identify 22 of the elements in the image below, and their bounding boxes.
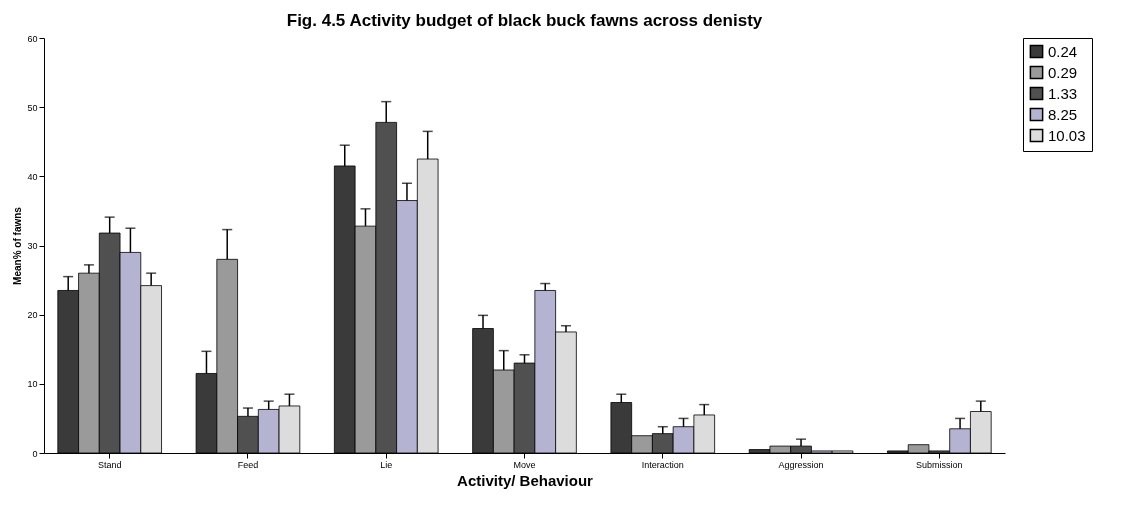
x-tick-label: Feed bbox=[237, 459, 259, 470]
x-tick-label: Submission bbox=[916, 459, 963, 470]
x-tick-label: Move bbox=[513, 459, 536, 470]
y-axis-title: Mean% of fawns bbox=[12, 206, 24, 285]
y-tick-label: 20 bbox=[27, 310, 38, 321]
x-tick-label: Stand bbox=[97, 459, 122, 470]
x-axis-title: Activity/ Behaviour bbox=[457, 471, 594, 489]
y-tick-label: 40 bbox=[27, 171, 38, 182]
chart-title: Fig. 4.5 Activity budget of black buck fawns across denisty bbox=[286, 11, 763, 30]
x-tick-label: Lie bbox=[380, 459, 393, 470]
y-tick-label: 50 bbox=[27, 102, 38, 113]
y-tick-label: 10 bbox=[27, 379, 38, 390]
legend-label: 0.29 bbox=[1048, 63, 1078, 81]
y-tick-label: 30 bbox=[27, 241, 38, 251]
legend-label: 8.25 bbox=[1048, 105, 1078, 123]
y-tick-label: 60 bbox=[27, 33, 38, 44]
legend-label: 1.33 bbox=[1048, 84, 1078, 102]
x-tick-label: Interaction bbox=[641, 459, 684, 470]
y-tick-label: 0 bbox=[32, 448, 38, 459]
legend-label: 10.03 bbox=[1048, 126, 1086, 144]
legend-label: 0.24 bbox=[1048, 42, 1078, 60]
x-tick-label: Aggression bbox=[778, 459, 824, 470]
